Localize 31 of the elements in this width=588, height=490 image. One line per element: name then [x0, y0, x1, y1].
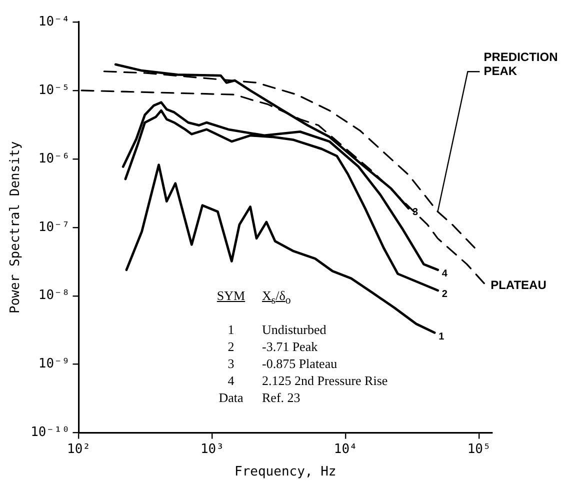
annotation: X$_{s}$/δ$_{o}$ [262, 288, 292, 309]
y-tick-label: 10⁻⁹ [38, 356, 70, 372]
annotation: 1 [226, 322, 236, 338]
x-tick-label: 10⁵ [467, 442, 491, 457]
annotation: Undisturbed [262, 322, 328, 338]
series-label: 4 [442, 268, 448, 280]
annotation: Data [218, 390, 244, 406]
series-label: 2 [442, 289, 448, 300]
annotation: Ref. 23 [262, 390, 302, 406]
annotation: -3.71 Peak [262, 338, 319, 355]
series-label: 3 [412, 207, 419, 218]
y-tick-label: 10⁻⁸ [38, 288, 70, 304]
x-axis-title: Frequency, Hz [234, 464, 336, 480]
text: PREDICTION PEAK [484, 50, 558, 78]
y-tick-label: 10⁻¹⁰ [30, 425, 70, 440]
annotation: 2.125 2nd Pressure Rise [262, 372, 388, 389]
y-tick-label: 10⁻⁶ [38, 151, 70, 166]
y-axis-title: Power Spectral Density [8, 141, 24, 314]
series-label: 1 [438, 331, 445, 342]
x-tick-label: 10⁴ [334, 442, 358, 457]
y-tick-label: 10⁻⁷ [38, 220, 70, 235]
annotation: SYM [216, 288, 246, 305]
annotation: -0.875 Plateau [262, 356, 338, 372]
y-tick-label: 10⁻⁵ [38, 82, 70, 98]
y-tick-label: 10⁻⁴ [38, 14, 70, 30]
annotation: 4 [226, 372, 236, 389]
annotation: 2 [226, 338, 236, 355]
series-label: PLATEAU [490, 278, 546, 292]
x-tick-label: 10² [66, 442, 90, 457]
x-tick-label: 10³ [200, 442, 224, 457]
annotation: 3 [226, 356, 236, 372]
